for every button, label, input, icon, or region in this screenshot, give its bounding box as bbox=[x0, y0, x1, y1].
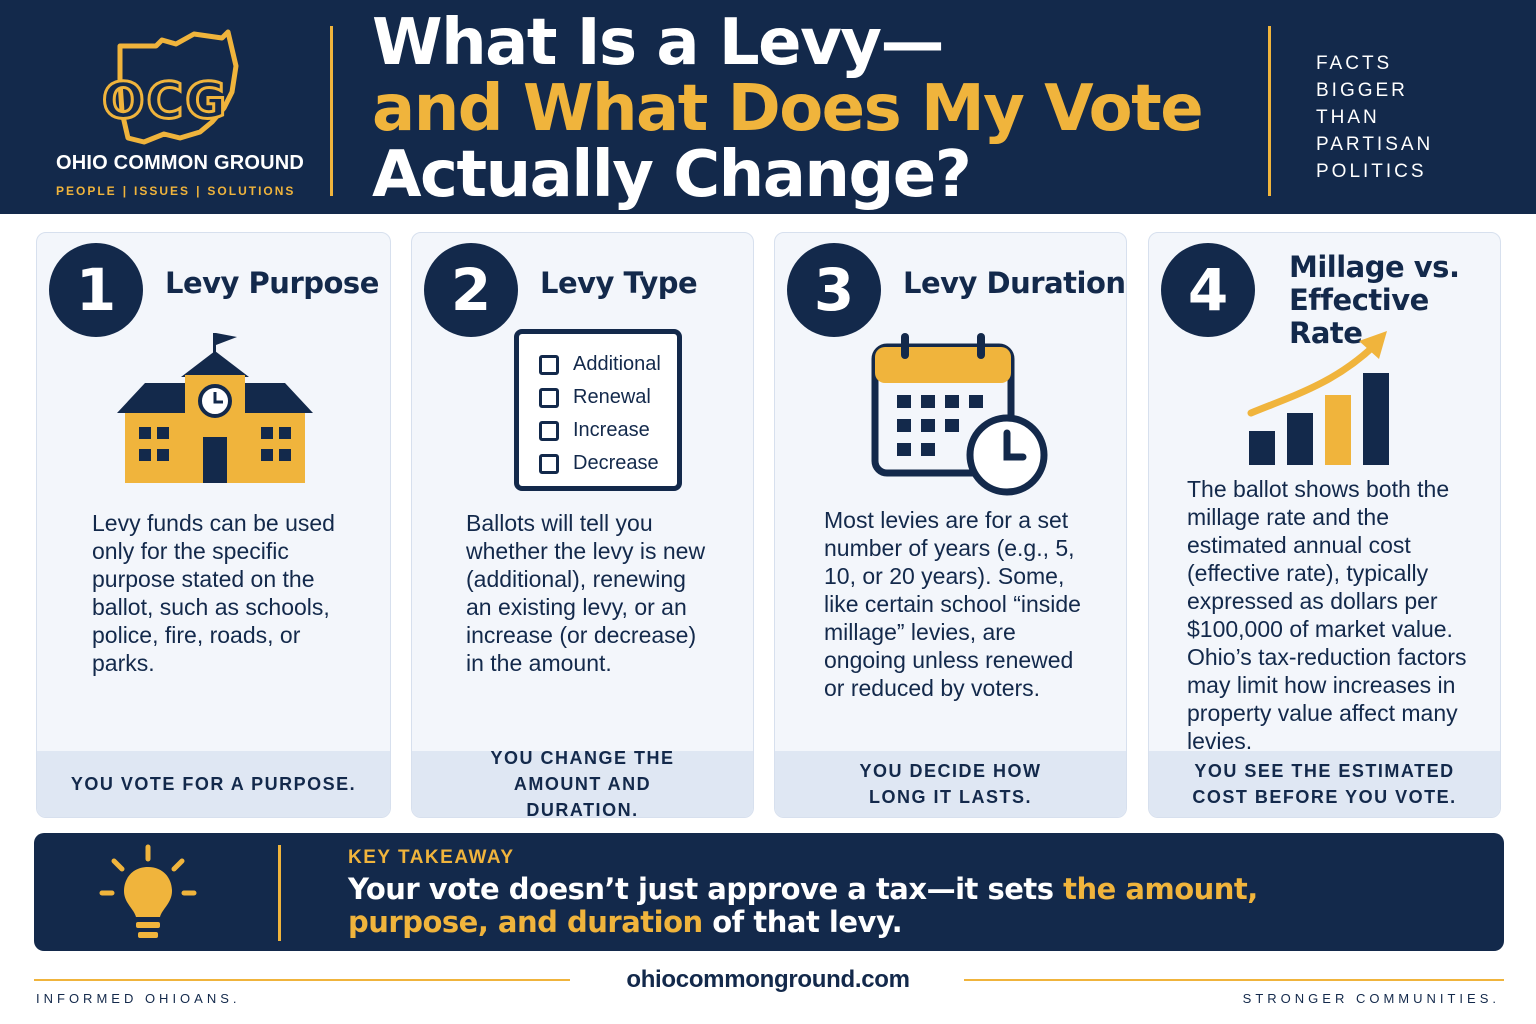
logo: OCG OHIO COMMON GROUND PEOPLE | ISSUES | SOL… bbox=[40, 18, 310, 208]
card-millage-vs-effective-rate: 4 Millage vs. Effective Rate The ballot … bbox=[1148, 232, 1501, 818]
lightbulb-icon bbox=[99, 844, 197, 938]
footer-rule-left bbox=[34, 979, 570, 981]
header-banner: OCG OHIO COMMON GROUND PEOPLE | ISSUES | SOL… bbox=[0, 0, 1536, 214]
step-number: 1 bbox=[49, 243, 143, 337]
takeaway-text: Your vote doesn’t just approve a tax—it … bbox=[348, 872, 1258, 939]
card-footer: YOU DECIDE HOW LONG IT LASTS. bbox=[775, 751, 1126, 817]
checklist-icon: Additional Renewal Increase Decrease bbox=[514, 329, 682, 491]
card-title: Millage vs. Effective Rate bbox=[1289, 250, 1460, 350]
school-building-icon bbox=[117, 333, 313, 483]
takeaway-divider bbox=[278, 845, 281, 941]
card-body: The ballot shows both the millage rate a… bbox=[1187, 476, 1467, 754]
checkbox-icon bbox=[539, 420, 559, 441]
footer-slogan-right: STRONGER COMMUNITIES. bbox=[1242, 991, 1500, 1006]
checkbox-icon bbox=[539, 387, 559, 408]
step-number: 4 bbox=[1161, 243, 1255, 337]
checklist-item: Increase bbox=[539, 414, 677, 447]
header-divider-left bbox=[330, 26, 333, 196]
org-tagline: PEOPLE | ISSUES | SOLUTIONS bbox=[56, 184, 296, 198]
checkbox-icon bbox=[539, 354, 559, 375]
website-link[interactable]: ohiocommonground.com bbox=[626, 966, 910, 993]
page-title: What Is a Levy— and What Does My Vote Ac… bbox=[372, 6, 1204, 212]
card-body: Most levies are for a set number of year… bbox=[824, 507, 1081, 701]
facts-slogan: FACTS BIGGER THAN PARTISAN POLITICS bbox=[1316, 53, 1434, 182]
key-takeaway-banner: KEY TAKEAWAY Your vote doesn’t just appr… bbox=[34, 833, 1504, 951]
checkbox-icon bbox=[539, 453, 559, 474]
card-levy-duration: 3 Levy Duration Most levies are for a se… bbox=[774, 232, 1127, 818]
card-footer: YOU CHANGE THE AMOUNT AND DURATION. bbox=[412, 748, 753, 817]
step-number: 3 bbox=[787, 243, 881, 337]
step-number: 2 bbox=[424, 243, 518, 337]
growth-chart-icon bbox=[1247, 331, 1389, 465]
checklist-item: Decrease bbox=[539, 447, 677, 480]
takeaway-label: KEY TAKEAWAY bbox=[348, 847, 515, 868]
card-levy-purpose: 1 Levy Purpose Levy funds can be used on… bbox=[36, 232, 391, 818]
checklist-item: Renewal bbox=[539, 381, 677, 414]
card-levy-type: 2 Levy Type Additional Renewal Increase … bbox=[411, 232, 754, 818]
footer-rule-right bbox=[964, 979, 1504, 981]
checklist-item: Additional bbox=[539, 348, 677, 381]
footer-slogan-left: INFORMED OHIOANS. bbox=[36, 991, 241, 1006]
card-body: Levy funds can be used only for the spec… bbox=[92, 510, 335, 676]
logo-letters: OCG bbox=[100, 71, 229, 132]
card-title: Levy Purpose bbox=[165, 266, 379, 300]
card-footer: YOU VOTE FOR A PURPOSE. bbox=[37, 751, 390, 817]
calendar-clock-icon bbox=[871, 333, 1048, 496]
card-body: Ballots will tell you whether the levy i… bbox=[466, 510, 706, 676]
org-name: OHIO COMMON GROUND bbox=[56, 152, 305, 174]
ohio-outline-icon bbox=[117, 29, 239, 145]
header-divider-right bbox=[1268, 26, 1271, 196]
card-title: Levy Duration bbox=[903, 266, 1126, 300]
card-footer: YOU SEE THE ESTIMATED COST BEFORE YOU VO… bbox=[1149, 751, 1500, 817]
card-title: Levy Type bbox=[540, 266, 698, 300]
